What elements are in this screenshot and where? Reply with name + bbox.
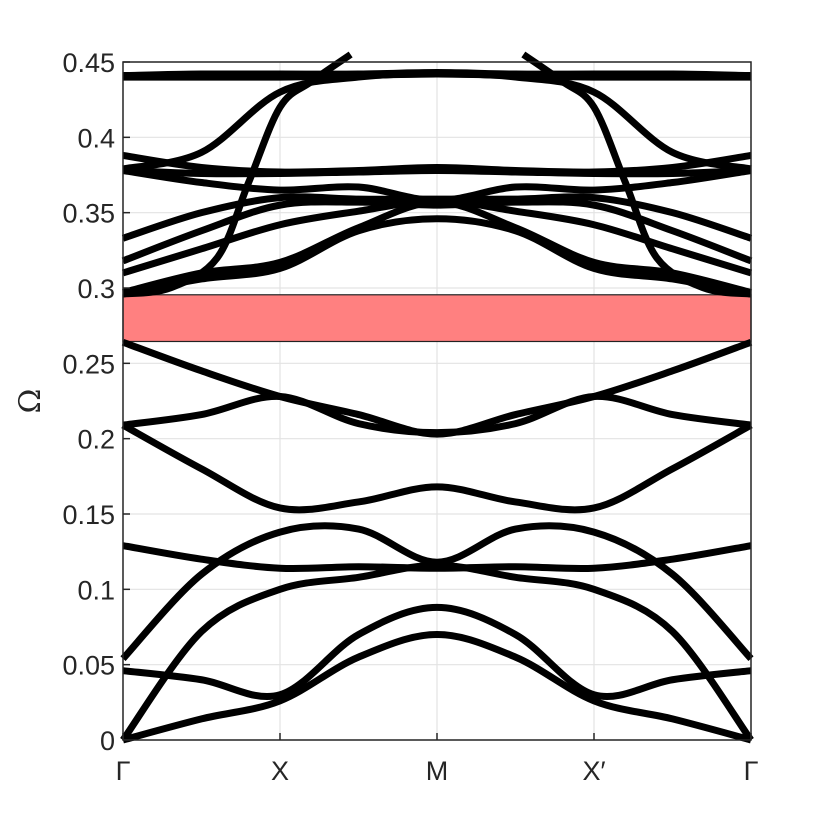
band-line-1 [122, 631, 752, 744]
y-tick-label: 0.05 [62, 651, 115, 681]
band-line-21 [521, 51, 752, 298]
x-tick-label: Γ [116, 756, 131, 786]
x-tick-label: M [426, 756, 449, 786]
band-line-19 [122, 70, 752, 173]
x-tick-label: X [271, 756, 289, 786]
band-line-14 [122, 167, 752, 205]
band-gap-region [122, 294, 752, 343]
y-tick-label: 0.2 [77, 425, 115, 455]
y-tick-label: 0 [100, 726, 115, 756]
y-tick-label: 0.3 [77, 274, 115, 304]
y-tick-label: 0.4 [77, 123, 115, 153]
x-tick-label: X′ [582, 756, 605, 786]
band-line-12 [121, 198, 753, 265]
band-line-16 [122, 151, 752, 176]
band-line-6 [121, 422, 753, 514]
band-lines [120, 51, 754, 744]
y-tick-label: 0.35 [62, 199, 115, 229]
y-tick-label: 0.15 [62, 500, 115, 530]
y-tick-label: 0.25 [62, 349, 115, 379]
band-line-3 [122, 603, 752, 701]
y-axis-ticks: 0 0.05 0.1 0.15 0.2 0.25 0.3 0.35 0.4 0.45 [62, 48, 130, 756]
y-tick-label: 0.1 [77, 575, 115, 605]
band-line-20 [122, 51, 353, 298]
x-axis-ticks: Γ X M X′ Γ [116, 733, 759, 786]
x-tick-label: Γ [744, 756, 759, 786]
band-line-9 [122, 215, 752, 298]
y-axis-label: Ω [13, 389, 48, 414]
y-tick-label: 0.45 [62, 48, 115, 78]
band-line-8 [121, 338, 753, 438]
band-line-5 [122, 542, 752, 573]
